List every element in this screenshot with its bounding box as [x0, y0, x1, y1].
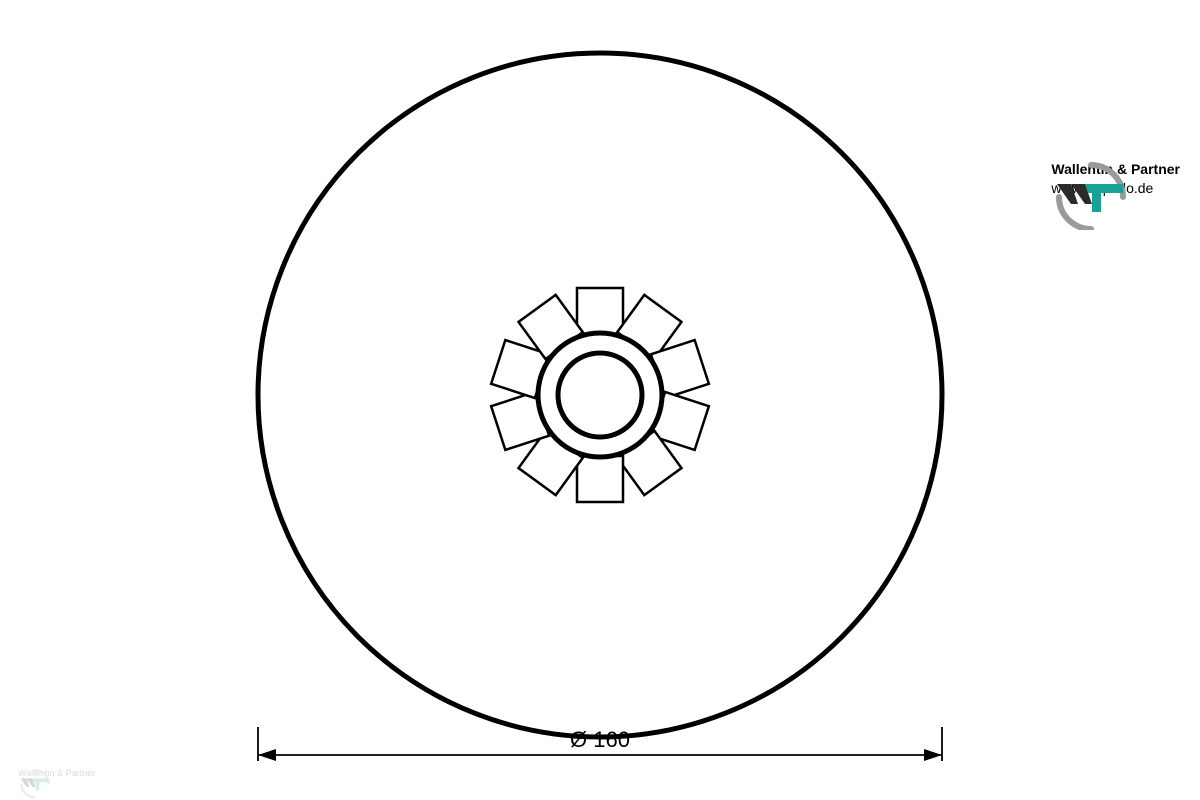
- brand-logo-mark: [1051, 160, 1131, 230]
- dimension-diameter: Ø 160: [258, 727, 942, 761]
- inner-ring-inner: [558, 353, 642, 437]
- dimension-label: Ø 160: [570, 727, 630, 752]
- brand-logo: Wallentin & Partner www.wupodo.de: [1051, 160, 1180, 198]
- watermark-mark: [18, 768, 52, 798]
- logo-shape-teal: [1085, 184, 1123, 212]
- spline-tooth: [577, 456, 623, 502]
- watermark: Wallentin & Partner: [18, 768, 95, 778]
- drawing-canvas: Ø 160 Wallentin & Partner www.wupodo.de …: [0, 0, 1200, 800]
- technical-drawing-svg: Ø 160: [0, 0, 1200, 800]
- spline-tooth: [577, 288, 623, 334]
